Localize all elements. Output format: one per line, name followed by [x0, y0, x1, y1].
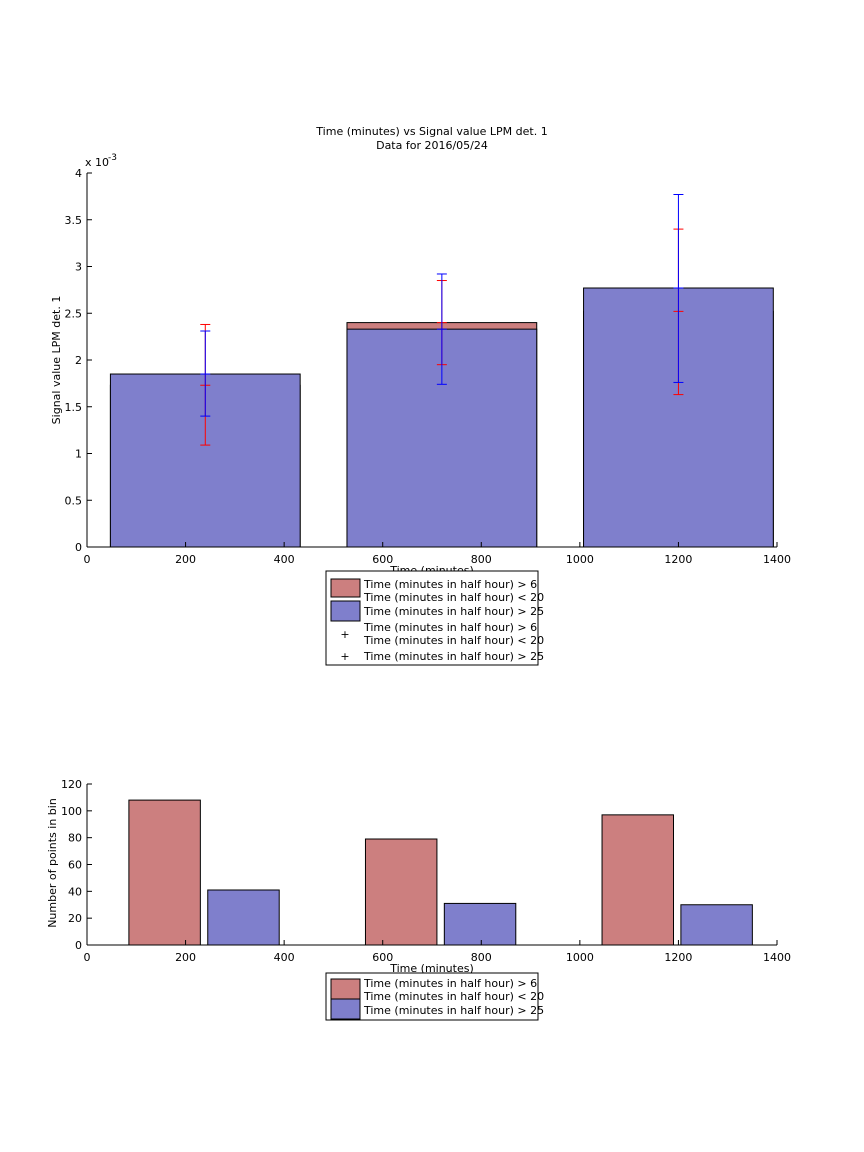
- bar-red: [364, 838, 438, 946]
- x-tick-label: 1000: [566, 951, 594, 964]
- top-axes: 0 200 400 600 800 1000 1200 1400 0 0.5 1 1.5 2 2.5 3 3.…: [65, 167, 792, 566]
- x-tick-label: 600: [372, 553, 393, 566]
- y-exponent-power: -3: [108, 153, 117, 163]
- error-bar-blue: [436, 273, 447, 385]
- legend-label-blue-bar: Time (minutes in half hour) > 25: [363, 605, 544, 618]
- error-bar-blue: [673, 194, 684, 383]
- legend-label-blue-bar: Time (minutes in half hour) > 25: [363, 1004, 544, 1017]
- bottom-x-axis-label: Time (minutes): [389, 962, 474, 975]
- y-tick-label: 40: [68, 885, 82, 898]
- x-tick-label: 800: [471, 951, 492, 964]
- y-tick-label: 100: [61, 805, 82, 818]
- x-tick-label: 400: [274, 553, 295, 566]
- x-tick-label: 0: [84, 951, 91, 964]
- legend-swatch-blue-bar: [330, 600, 361, 622]
- error-bar-blue: [200, 330, 211, 417]
- y-tick-label: 2.5: [65, 307, 83, 320]
- y-tick-label: 1.5: [65, 401, 83, 414]
- y-tick-label: 60: [68, 859, 82, 872]
- y-tick-label: 3.5: [65, 214, 83, 227]
- bottom-chart: 0 200 400 600 800 1000 1200 1400 0 20 40 60 80 100 120…: [46, 778, 791, 1021]
- legend-label-red-bar-1: Time (minutes in half hour) > 6: [363, 578, 537, 591]
- x-tick-label: 1200: [664, 951, 692, 964]
- top-legend-box: [325, 570, 539, 666]
- legend-label-red-bar-2: Time (minutes in half hour) < 20: [363, 591, 544, 604]
- y-tick-label: 80: [68, 832, 82, 845]
- bottom-legend-box: [325, 972, 539, 1021]
- x-tick-label: 1400: [763, 951, 791, 964]
- legend-label-red-err-1: Time (minutes in half hour) > 6: [363, 621, 537, 634]
- x-tick-label: 600: [372, 951, 393, 964]
- bar-red: [601, 814, 674, 946]
- top-chart: Time (minutes) vs Signal value LPM det. …: [50, 125, 792, 666]
- bottom-bars: [128, 799, 753, 946]
- x-tick-label: 800: [471, 553, 492, 566]
- bar-blue: [443, 902, 517, 946]
- x-tick-label: 400: [274, 951, 295, 964]
- bottom-legend: Time (minutes in half hour) > 6 Time (mi…: [325, 972, 544, 1021]
- x-tick-label: 0: [84, 553, 91, 566]
- y-tick-label: 120: [61, 778, 82, 791]
- legend-swatch-blue-bar: [330, 998, 361, 1020]
- y-exponent-base: x 10: [85, 156, 109, 169]
- bar-blue: [680, 904, 753, 946]
- legend-label-red-err-2: Time (minutes in half hour) < 20: [363, 634, 544, 647]
- y-tick-label: 1: [75, 448, 82, 461]
- top-legend: Time (minutes in half hour) > 6 Time (mi…: [325, 570, 544, 666]
- chart-title-line1: Time (minutes) vs Signal value LPM det. …: [315, 125, 547, 138]
- y-tick-label: 4: [75, 167, 82, 180]
- x-tick-label: 1400: [763, 553, 791, 566]
- bottom-axes: 0 200 400 600 800 1000 1200 1400 0 20 40 60 80 100 120: [61, 778, 791, 964]
- y-tick-label: 3: [75, 261, 82, 274]
- legend-marker-red-err: +: [340, 628, 349, 641]
- top-error-bars: [200, 194, 684, 446]
- legend-swatch-red-bar: [330, 978, 361, 1000]
- y-tick-label: 0: [75, 541, 82, 554]
- legend-label-red-bar-1: Time (minutes in half hour) > 6: [363, 977, 537, 990]
- x-tick-label: 200: [175, 951, 196, 964]
- chart-title-line2: Data for 2016/05/24: [376, 139, 488, 152]
- y-tick-label: 2: [75, 354, 82, 367]
- y-tick-label: 0: [75, 939, 82, 952]
- legend-label-red-bar-2: Time (minutes in half hour) < 20: [363, 990, 544, 1003]
- y-tick-label: 20: [68, 912, 82, 925]
- bar-blue: [207, 889, 280, 946]
- bar-red: [128, 799, 201, 946]
- legend-marker-blue-err: +: [340, 650, 349, 663]
- x-tick-label: 1000: [566, 553, 594, 566]
- x-tick-label: 200: [175, 553, 196, 566]
- x-tick-label: 1200: [664, 553, 692, 566]
- y-tick-label: 0.5: [65, 494, 83, 507]
- legend-swatch-red-bar: [330, 578, 361, 598]
- top-y-axis-label: Signal value LPM det. 1: [50, 296, 63, 425]
- legend-label-blue-err: Time (minutes in half hour) > 25: [363, 650, 544, 663]
- bottom-y-axis-label: Number of points in bin: [46, 798, 59, 928]
